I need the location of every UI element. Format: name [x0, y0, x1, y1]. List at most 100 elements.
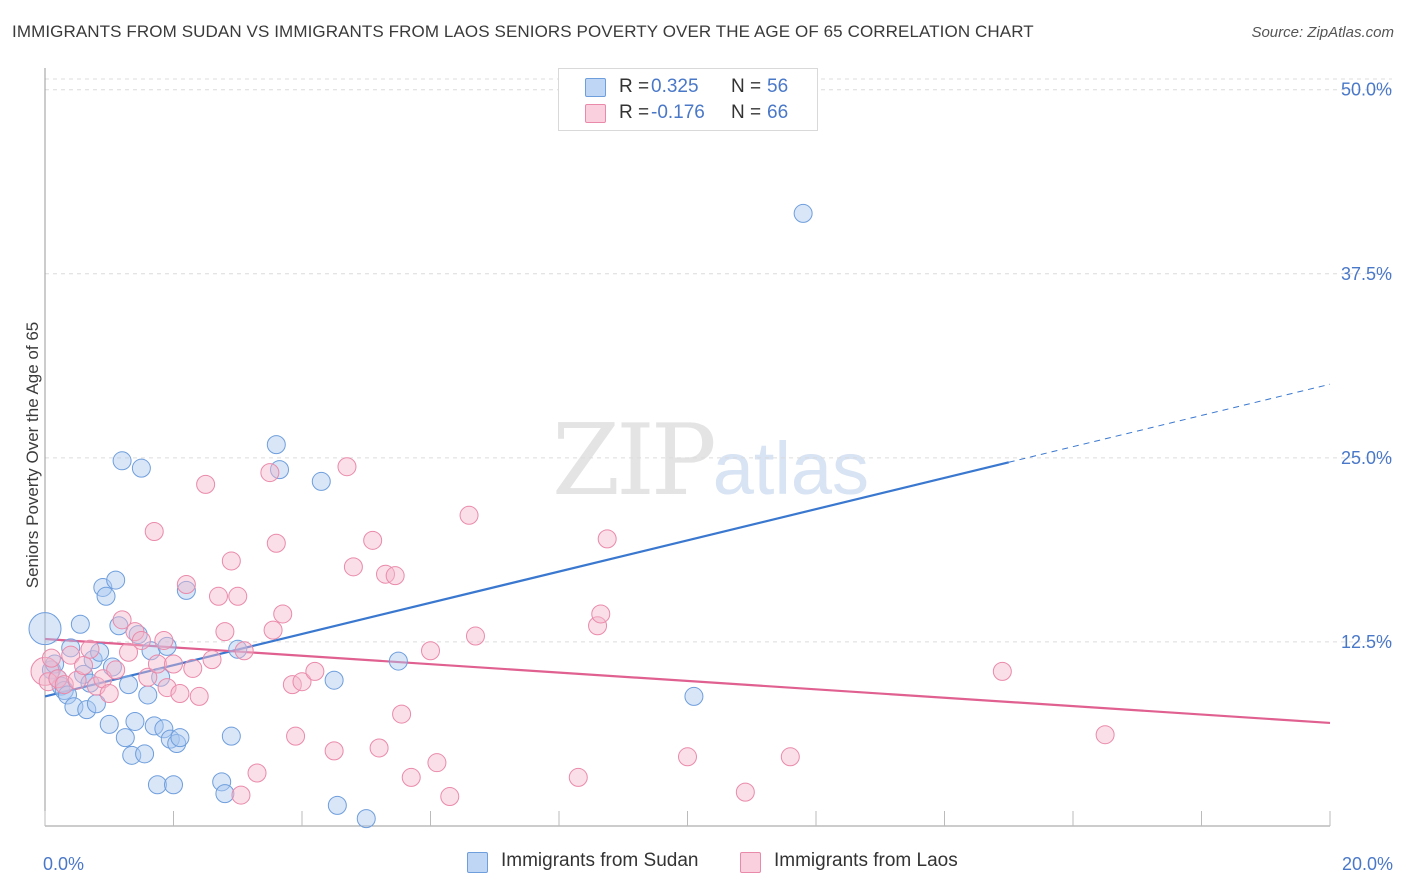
legend-r-label: R =: [619, 76, 650, 97]
point-sudan: [167, 734, 187, 754]
point-sudan: [28, 612, 62, 646]
point-laos: [189, 686, 209, 706]
trend-line-sudan: [44, 461, 1010, 698]
point-sudan: [176, 580, 196, 600]
point-laos: [263, 620, 283, 640]
point-laos: [780, 747, 800, 767]
point-laos: [260, 463, 280, 483]
point-laos: [343, 557, 363, 577]
trend-line-laos: [44, 637, 1331, 725]
bottom-legend-swatch-sudan: [467, 852, 488, 873]
point-laos: [61, 645, 81, 665]
watermark-zip: ZIP: [552, 404, 717, 518]
point-laos: [176, 575, 196, 595]
legend-swatch-sudan: [585, 78, 606, 97]
watermark-atlas: atlas: [712, 427, 870, 510]
point-sudan: [64, 697, 84, 717]
point-sudan: [125, 711, 145, 731]
point-laos: [376, 564, 396, 584]
point-sudan: [128, 625, 148, 645]
y-tick-label: 37.5%: [1341, 264, 1392, 284]
axes: [44, 68, 1331, 827]
point-laos: [231, 785, 251, 805]
point-laos: [324, 741, 344, 761]
point-laos: [99, 683, 119, 703]
point-sudan: [215, 784, 235, 804]
legend-swatch-laos: [585, 104, 606, 123]
point-laos: [568, 767, 588, 787]
point-laos: [266, 533, 286, 553]
point-sudan: [83, 650, 103, 670]
point-laos: [112, 610, 132, 630]
point-laos: [421, 641, 440, 661]
tick-labels: 12.5% 25.0% 37.5% 50.0% 0.0% 20.0%: [43, 80, 1393, 874]
point-laos: [144, 521, 164, 541]
point-sudan: [147, 775, 167, 795]
point-laos: [54, 675, 74, 695]
point-sudan: [793, 203, 813, 223]
y-tick-label: 25.0%: [1341, 448, 1392, 468]
correlation-legend: R = 0.325 N = 56 R = -0.176 N = 66: [558, 68, 818, 131]
point-sudan: [115, 728, 135, 748]
point-laos: [369, 738, 389, 758]
point-sudan: [170, 728, 190, 748]
trend-line-sudan-extension: [1008, 383, 1331, 463]
point-laos: [392, 704, 412, 724]
gridlines: [45, 78, 1392, 643]
point-sudan: [119, 675, 139, 695]
point-sudan: [684, 686, 704, 706]
point-sudan: [96, 586, 116, 606]
legend-r-value: 0.325: [651, 76, 699, 97]
point-sudan: [228, 639, 248, 659]
point-laos: [305, 661, 325, 681]
legend-n-value: 56: [767, 76, 789, 97]
point-laos: [164, 654, 183, 674]
bottom-legend-swatch-laos: [740, 852, 761, 873]
y-tick-label: 50.0%: [1341, 80, 1392, 100]
point-laos: [234, 641, 254, 661]
legend-n-value: 66: [767, 102, 789, 123]
point-laos: [41, 648, 61, 668]
point-sudan: [131, 458, 151, 478]
point-sudan: [327, 795, 347, 815]
y-tick-label: 12.5%: [1341, 632, 1392, 652]
point-laos: [465, 626, 485, 646]
point-laos: [208, 586, 228, 606]
point-laos: [247, 763, 267, 783]
point-sudan: [106, 570, 126, 590]
y-axis-label: Seniors Poverty Over the Age of 65: [23, 322, 42, 588]
point-sudan: [324, 670, 344, 690]
point-laos: [401, 767, 421, 787]
point-laos: [597, 529, 617, 549]
point-laos: [588, 616, 608, 636]
point-laos: [215, 622, 235, 642]
point-laos: [147, 654, 167, 674]
source-label: Source: ZipAtlas.com: [1251, 24, 1394, 41]
point-laos: [157, 678, 177, 698]
data-points: [28, 203, 1115, 829]
point-laos: [221, 551, 241, 571]
point-laos: [119, 642, 139, 662]
point-laos: [440, 787, 460, 807]
bottom-legend-label-sudan: Immigrants from Sudan: [501, 850, 699, 871]
legend-n-label: N =: [731, 76, 762, 97]
point-sudan: [266, 435, 286, 455]
legend-n-label: N =: [731, 102, 762, 123]
point-laos: [80, 639, 100, 659]
watermark: ZIPatlas: [552, 404, 869, 518]
point-laos: [170, 683, 190, 703]
point-laos: [1095, 725, 1115, 745]
point-laos: [106, 660, 126, 680]
point-laos: [154, 630, 174, 650]
point-sudan: [221, 726, 241, 746]
point-laos: [183, 658, 203, 678]
point-sudan: [112, 451, 132, 471]
point-laos: [138, 667, 158, 687]
point-laos: [735, 782, 755, 802]
point-sudan: [61, 638, 81, 658]
point-laos: [459, 505, 479, 525]
point-sudan: [164, 775, 183, 795]
point-sudan: [388, 651, 408, 671]
point-sudan: [212, 772, 232, 792]
